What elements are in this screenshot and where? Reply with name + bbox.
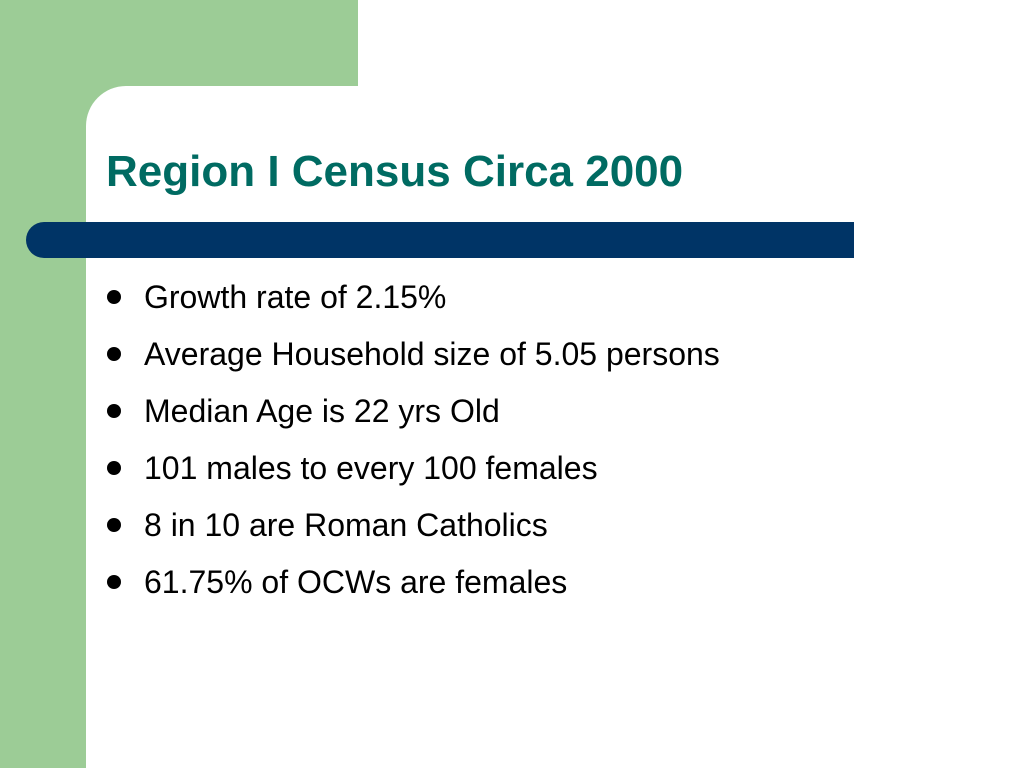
bullet-dot-icon (107, 518, 121, 532)
bullet-dot-icon (107, 404, 121, 418)
title-underline-bar (26, 222, 854, 258)
bullet-dot-icon (107, 575, 121, 589)
bullet-text: Growth rate of 2.15% (144, 279, 447, 315)
bullet-dot-icon (107, 347, 121, 361)
bullet-text: Average Household size of 5.05 persons (144, 336, 720, 372)
bullet-text: 61.75% of OCWs are females (144, 564, 568, 600)
content-panel (86, 86, 1024, 768)
slide-title: Region I Census Circa 2000 (106, 147, 684, 196)
bullet-dot-icon (107, 461, 121, 475)
bullet-text: Median Age is 22 yrs Old (144, 393, 500, 429)
bullet-dot-icon (107, 290, 121, 304)
bullet-text: 8 in 10 are Roman Catholics (144, 507, 548, 543)
bullet-text: 101 males to every 100 females (144, 450, 598, 486)
